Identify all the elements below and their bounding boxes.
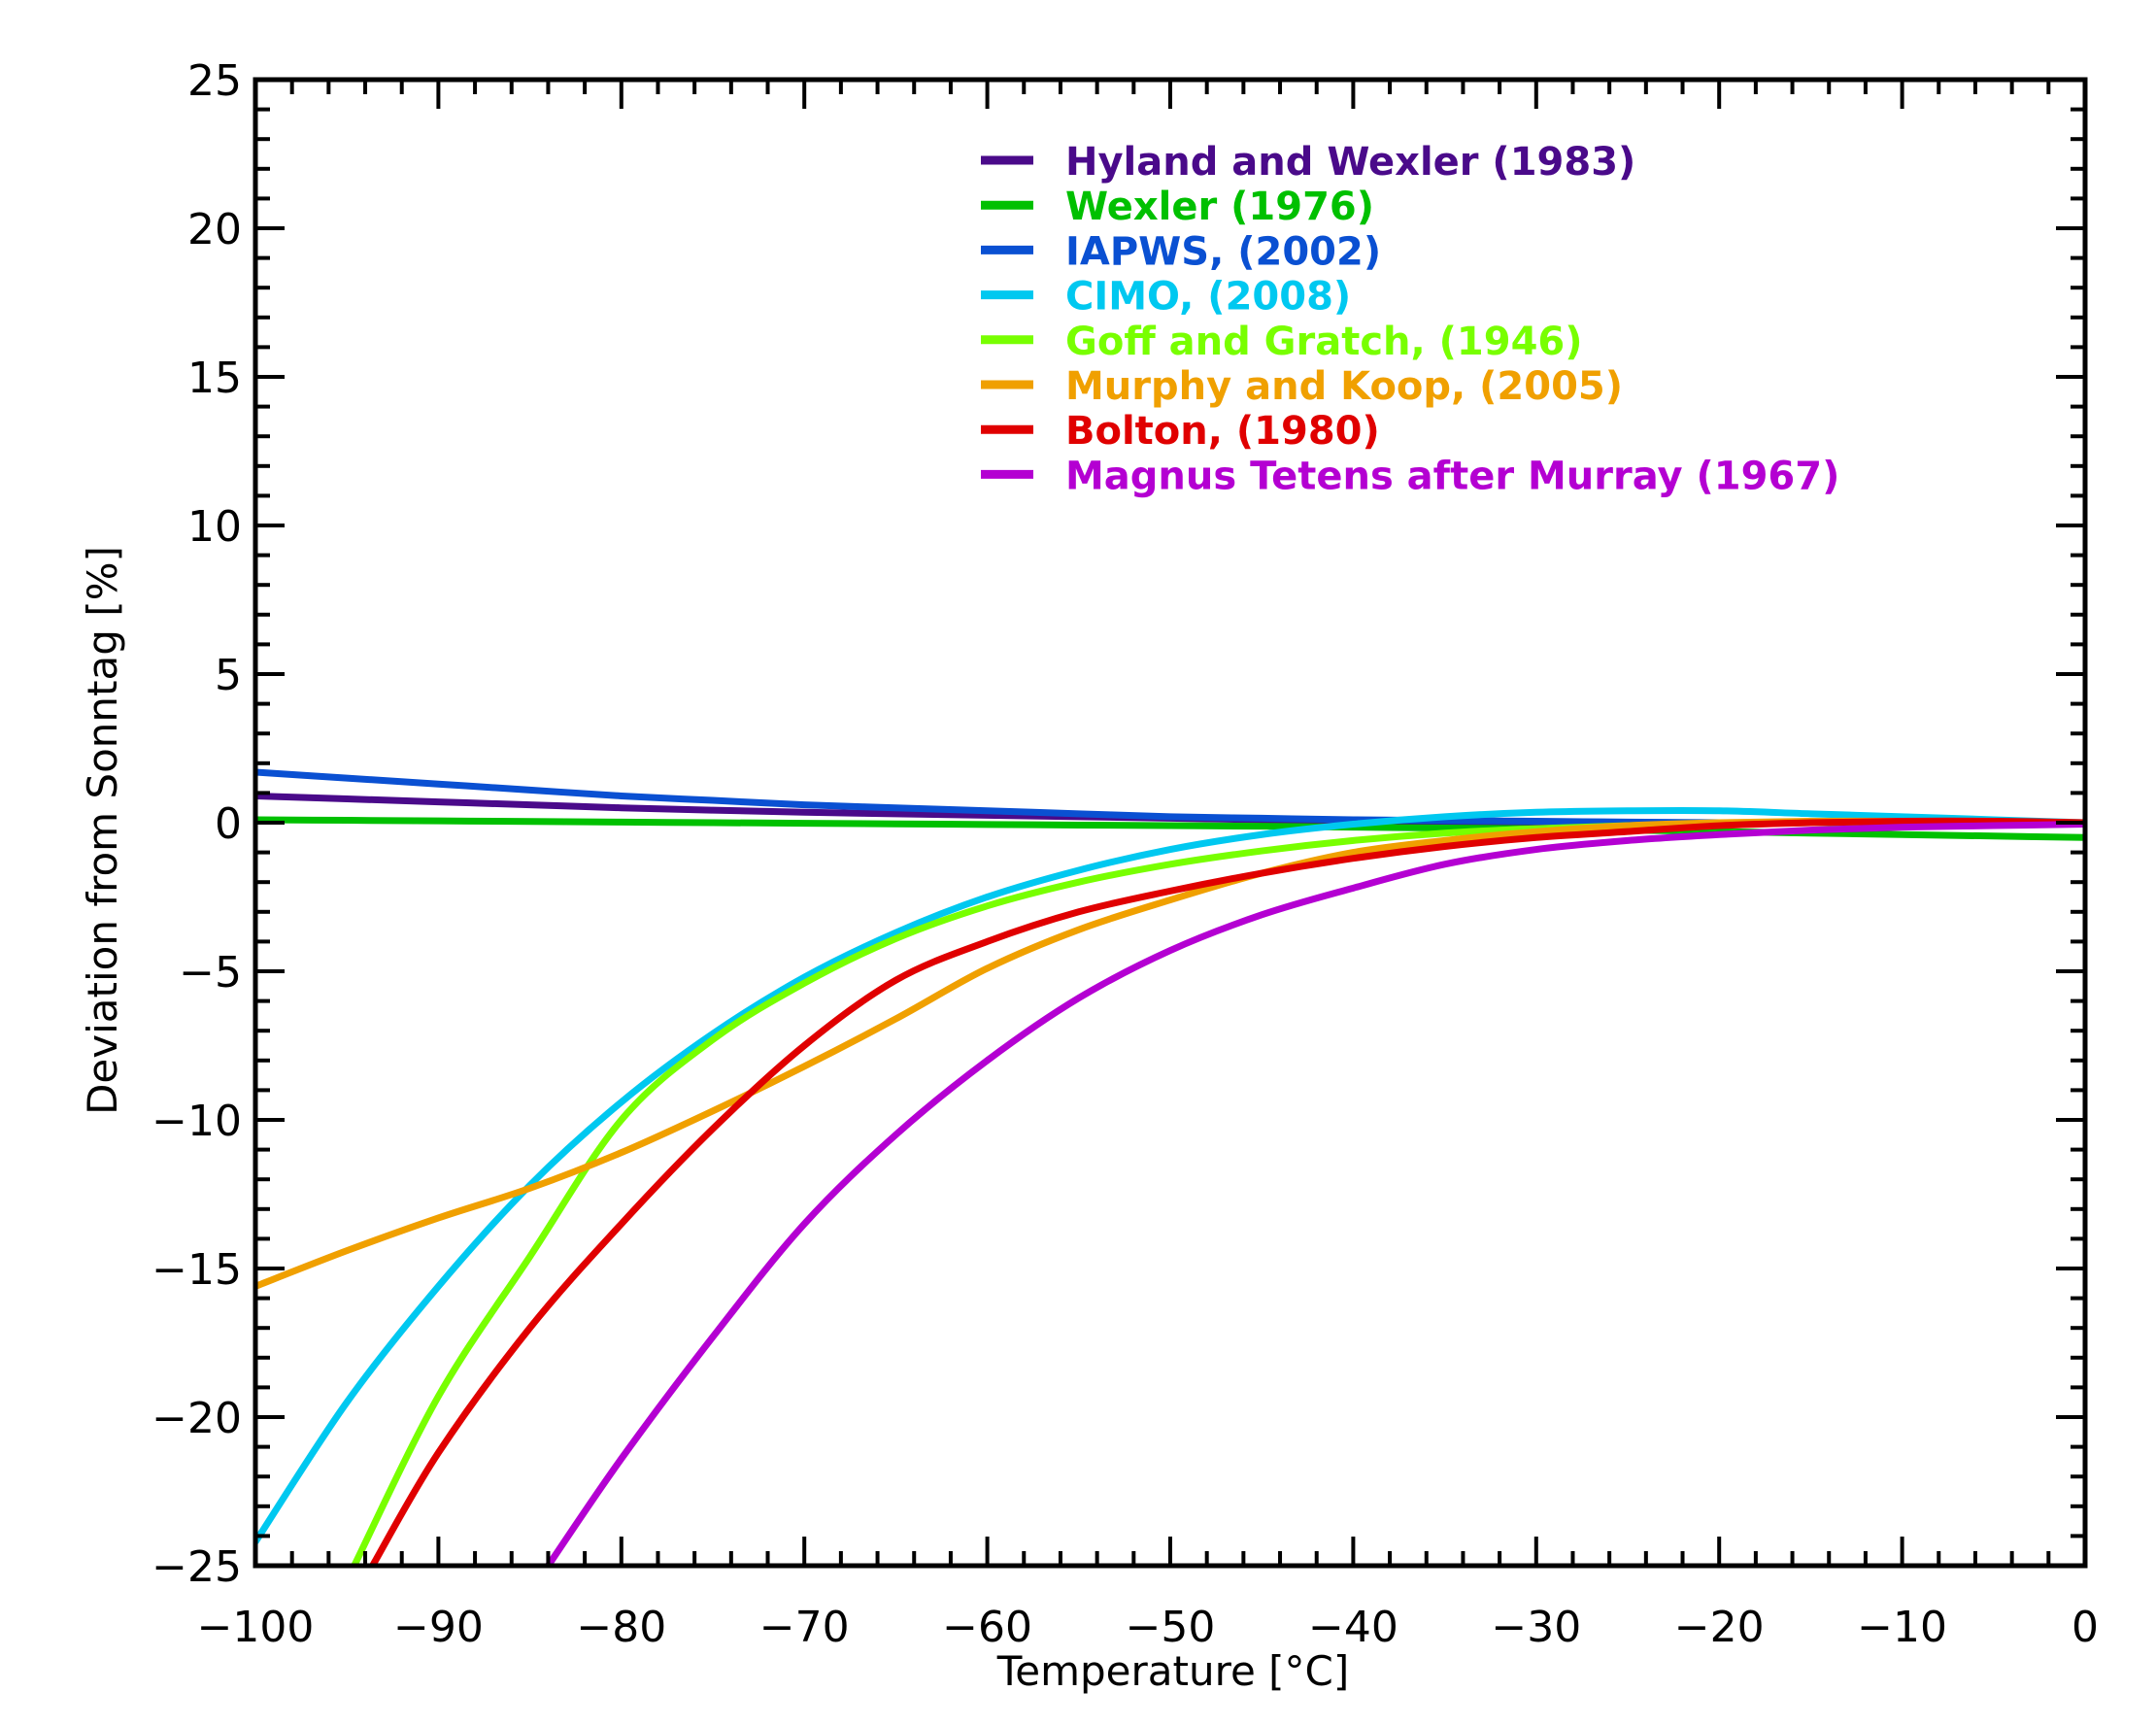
series-line-3 bbox=[255, 806, 2085, 1544]
series-line-6 bbox=[369, 817, 2085, 1566]
legend-label: Goff and Gratch, (1946) bbox=[1065, 320, 1583, 364]
y-axis-title: Deviation from Sonntag [%] bbox=[79, 546, 126, 1115]
legend-label: Bolton, (1980) bbox=[1065, 409, 1380, 454]
legend-label: CIMO, (2008) bbox=[1065, 275, 1351, 320]
x-tick-label: −30 bbox=[1491, 1603, 1581, 1652]
y-tick-label: 20 bbox=[187, 205, 242, 254]
y-tick-label: −20 bbox=[152, 1394, 242, 1443]
y-tick-label: 0 bbox=[215, 799, 242, 849]
legend-label: Murphy and Koop, (2005) bbox=[1065, 364, 1623, 409]
y-tick-label: 10 bbox=[187, 502, 242, 552]
series-layer bbox=[255, 768, 2085, 1566]
x-tick-label: −50 bbox=[1126, 1603, 1216, 1652]
y-tick-label: −15 bbox=[152, 1245, 242, 1295]
x-tick-label: −100 bbox=[197, 1603, 315, 1652]
series-line-4 bbox=[351, 819, 2085, 1566]
legend-label: Hyland and Wexler (1983) bbox=[1065, 140, 1635, 185]
y-tick-label: 5 bbox=[215, 651, 242, 700]
y-tick-label: −10 bbox=[152, 1097, 242, 1146]
x-tick-label: −10 bbox=[1857, 1603, 1947, 1652]
legend-label: Wexler (1976) bbox=[1065, 185, 1374, 229]
x-tick-label: −90 bbox=[393, 1603, 484, 1652]
x-tick-label: −80 bbox=[576, 1603, 666, 1652]
x-tick-label: −20 bbox=[1674, 1603, 1765, 1652]
legend-label: Magnus Tetens after Murray (1967) bbox=[1065, 454, 1839, 498]
y-tick-label: 25 bbox=[187, 56, 242, 106]
x-axis-title: Temperature [°C] bbox=[996, 1647, 1350, 1695]
y-tick-label: −5 bbox=[179, 948, 242, 998]
legend-label: IAPWS, (2002) bbox=[1065, 229, 1381, 274]
legend: Hyland and Wexler (1983)Wexler (1976)IAP… bbox=[981, 140, 1839, 498]
series-line-7 bbox=[545, 821, 2085, 1566]
x-tick-label: −60 bbox=[942, 1603, 1032, 1652]
y-tick-label: 15 bbox=[187, 354, 242, 403]
y-tick-label: −25 bbox=[152, 1542, 242, 1592]
x-tick-label: 0 bbox=[2072, 1603, 2099, 1652]
x-tick-label: −70 bbox=[759, 1603, 850, 1652]
x-tick-label: −40 bbox=[1308, 1603, 1398, 1652]
axes-layer: −100 −90 −80 −70 −60 −50 −40 −30 −20 −10 0−25−20−1… bbox=[152, 56, 2099, 1652]
